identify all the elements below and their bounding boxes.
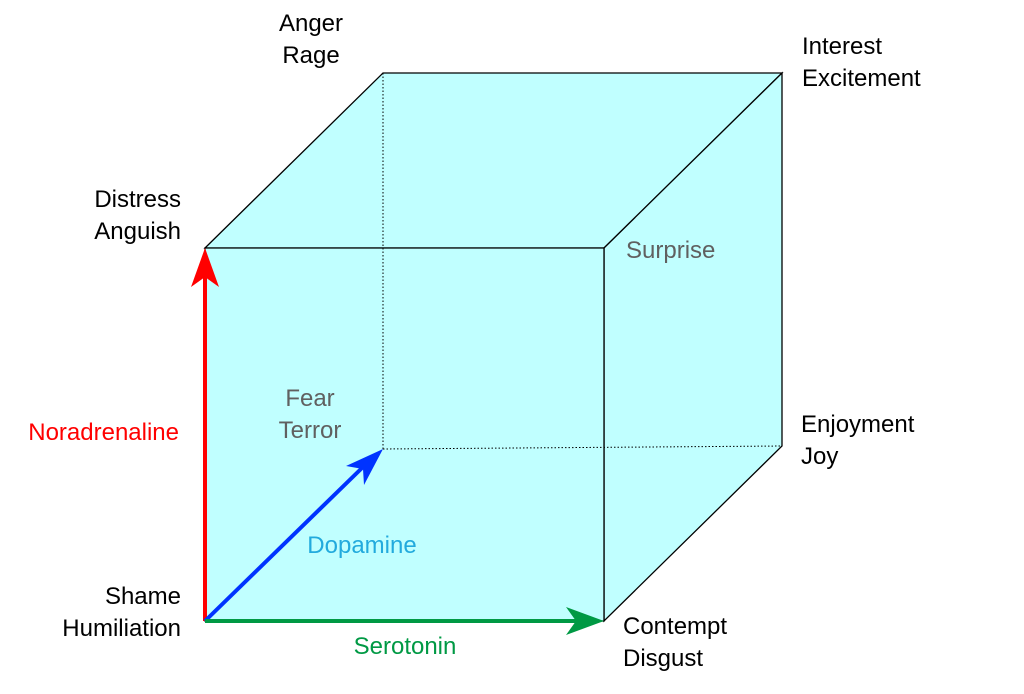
svg-text:Joy: Joy (801, 443, 838, 470)
dopamine-label: Dopamine (307, 532, 416, 559)
svg-text:Disgust: Disgust (623, 645, 703, 672)
serotonin-label: Serotonin (354, 633, 457, 660)
svg-text:Anguish: Anguish (94, 218, 181, 245)
svg-text:Excitement: Excitement (802, 65, 921, 92)
noradrenaline-arrow (191, 248, 219, 621)
vertex-label-anger: Anger Rage (279, 10, 343, 69)
vertex-label-shame: Shame Humiliation (62, 583, 181, 642)
vertex-label-interest: Interest Excitement (802, 33, 921, 92)
svg-text:Contempt: Contempt (623, 613, 727, 640)
hidden-edge-horizontal (382, 445, 783, 450)
svg-text:Distress: Distress (94, 186, 181, 213)
svg-text:Fear: Fear (285, 385, 334, 412)
svg-text:Anger: Anger (279, 10, 343, 37)
svg-text:Shame: Shame (105, 583, 181, 610)
vertex-label-fear: Fear Terror (279, 385, 342, 444)
noradrenaline-label: Noradrenaline (28, 419, 179, 446)
vertex-label-enjoyment: Enjoyment Joy (801, 411, 915, 470)
vertex-label-contempt: Contempt Disgust (623, 613, 727, 672)
svg-text:Terror: Terror (279, 417, 342, 444)
dopamine-arrow (203, 449, 383, 623)
svg-text:Interest: Interest (802, 33, 882, 60)
svg-text:Rage: Rage (282, 42, 339, 69)
svg-text:Enjoyment: Enjoyment (801, 411, 915, 438)
vertex-label-surprise: Surprise (626, 237, 715, 264)
svg-text:Humiliation: Humiliation (62, 615, 181, 642)
svg-text:Surprise: Surprise (626, 237, 715, 264)
serotonin-arrow (205, 607, 604, 635)
vertex-label-distress: Distress Anguish (94, 186, 181, 245)
